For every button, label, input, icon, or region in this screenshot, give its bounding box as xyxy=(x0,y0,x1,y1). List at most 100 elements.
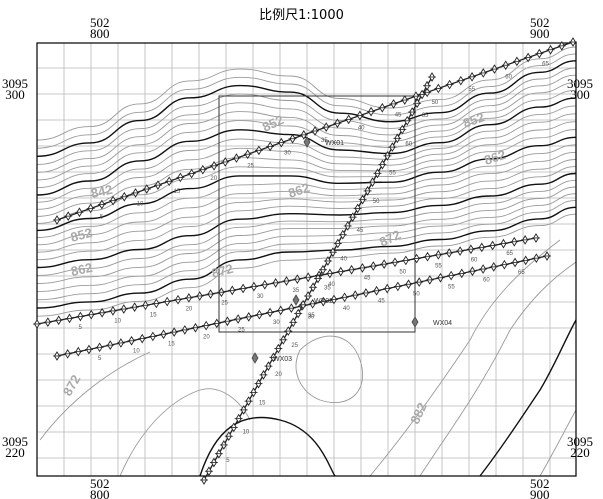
well-markers: WX01 WX02 WX03 WX04 xyxy=(251,136,452,364)
contour-line xyxy=(36,151,577,246)
station-label: 45 xyxy=(357,228,364,234)
contour-line xyxy=(119,388,251,477)
station-label: 35 xyxy=(293,288,300,294)
station-label: 5 xyxy=(100,214,104,220)
contour-label: 872 xyxy=(210,261,235,281)
station-label: 20 xyxy=(186,306,193,312)
coord-top-left: 502 800 xyxy=(90,15,110,41)
station-label: 20 xyxy=(275,372,282,378)
contour-line xyxy=(36,113,577,210)
index-contour xyxy=(36,97,577,196)
contour-line xyxy=(36,74,577,173)
station-label: 55 xyxy=(389,170,396,176)
well-label: WX01 xyxy=(325,140,344,147)
station-label: 40 xyxy=(328,282,335,288)
contour-line xyxy=(36,144,577,238)
station-label: 25 xyxy=(221,300,228,306)
station-label: 50 xyxy=(373,199,380,205)
station-label: 15 xyxy=(150,313,157,319)
station-label: 50 xyxy=(432,100,439,106)
contour-label: 852 xyxy=(69,225,94,245)
contour-line xyxy=(36,121,577,217)
contour-label: 852 xyxy=(260,112,286,135)
station-label: 45 xyxy=(364,276,371,282)
well-label: WX02 xyxy=(314,298,333,305)
station-label: 25 xyxy=(238,327,245,333)
station-label: 65 xyxy=(506,251,513,257)
station-label: 20 xyxy=(203,334,210,340)
station-label: 25 xyxy=(291,343,298,349)
station-label: 65 xyxy=(422,113,429,119)
station-label: 60 xyxy=(405,142,412,148)
coord-left-top: 3095 300 xyxy=(2,76,28,102)
well-icon xyxy=(251,352,259,364)
contour-label: 862 xyxy=(70,260,94,279)
contour-label: 872 xyxy=(60,372,84,398)
station-label: 60 xyxy=(471,257,478,263)
contour-line xyxy=(36,46,577,141)
contour-line xyxy=(36,82,577,181)
survey-lines: 5101520253035404550556065510152025303540… xyxy=(33,37,577,485)
station-label: 45 xyxy=(395,113,402,119)
coord-left-bottom: 3095 220 xyxy=(2,434,28,460)
well-icon xyxy=(411,316,419,328)
station-label: 30 xyxy=(284,151,291,157)
contour-label: 882 xyxy=(407,400,430,426)
contour-line xyxy=(36,53,577,149)
index-contour xyxy=(36,60,577,157)
station-label: 15 xyxy=(259,401,266,407)
station-label: 35 xyxy=(324,286,331,292)
index-contour xyxy=(36,172,577,269)
station-label: 5 xyxy=(79,325,83,331)
contour-line xyxy=(479,319,577,477)
station-label: 10 xyxy=(133,349,140,355)
station-label: 5 xyxy=(98,356,102,362)
map-frame xyxy=(36,42,577,477)
station-label: 30 xyxy=(273,320,280,326)
station-label: 60 xyxy=(505,74,512,80)
contour-line xyxy=(39,351,151,441)
station-label: 25 xyxy=(247,163,254,169)
contour-label: 852 xyxy=(461,109,487,131)
station-label: 55 xyxy=(448,284,455,290)
contour-line xyxy=(539,409,577,477)
study-area-box xyxy=(218,95,416,333)
station-label: 50 xyxy=(413,292,420,298)
coord-top-right: 502 900 xyxy=(530,15,550,41)
contour-line xyxy=(295,335,364,404)
station-label: 60 xyxy=(483,277,490,283)
contour-label: 862 xyxy=(482,147,507,168)
station-label: 5 xyxy=(226,458,230,464)
station-label: 40 xyxy=(340,257,347,263)
contour-line xyxy=(36,89,577,189)
station-label: 10 xyxy=(137,202,144,208)
contour-label: 862 xyxy=(286,180,311,201)
contour-lines xyxy=(36,46,577,477)
station-label: 35 xyxy=(308,313,315,319)
station-label: 10 xyxy=(114,319,121,325)
station-label: 30 xyxy=(308,314,315,320)
contour-line xyxy=(419,261,577,477)
contour-line xyxy=(36,179,577,276)
station-label: 10 xyxy=(243,429,250,435)
contour-line xyxy=(36,213,577,317)
contour-line xyxy=(369,239,561,477)
station-label: 55 xyxy=(435,263,442,269)
contour-line xyxy=(36,193,577,293)
contour-line xyxy=(36,186,577,284)
contour-line xyxy=(36,105,577,203)
coord-bottom-right: 502 900 xyxy=(530,476,550,499)
well-icon xyxy=(303,136,311,148)
well-icon xyxy=(292,294,300,306)
station-label: 65 xyxy=(518,270,525,276)
well-label: WX03 xyxy=(273,356,292,363)
station-label: 15 xyxy=(174,189,181,195)
contour-line xyxy=(36,159,577,253)
station-label: 30 xyxy=(257,294,264,300)
station-label: 50 xyxy=(399,270,406,276)
index-contour xyxy=(36,206,577,309)
contour-label: 842 xyxy=(90,182,114,201)
station-label: 40 xyxy=(358,125,365,131)
contour-line xyxy=(36,166,577,261)
